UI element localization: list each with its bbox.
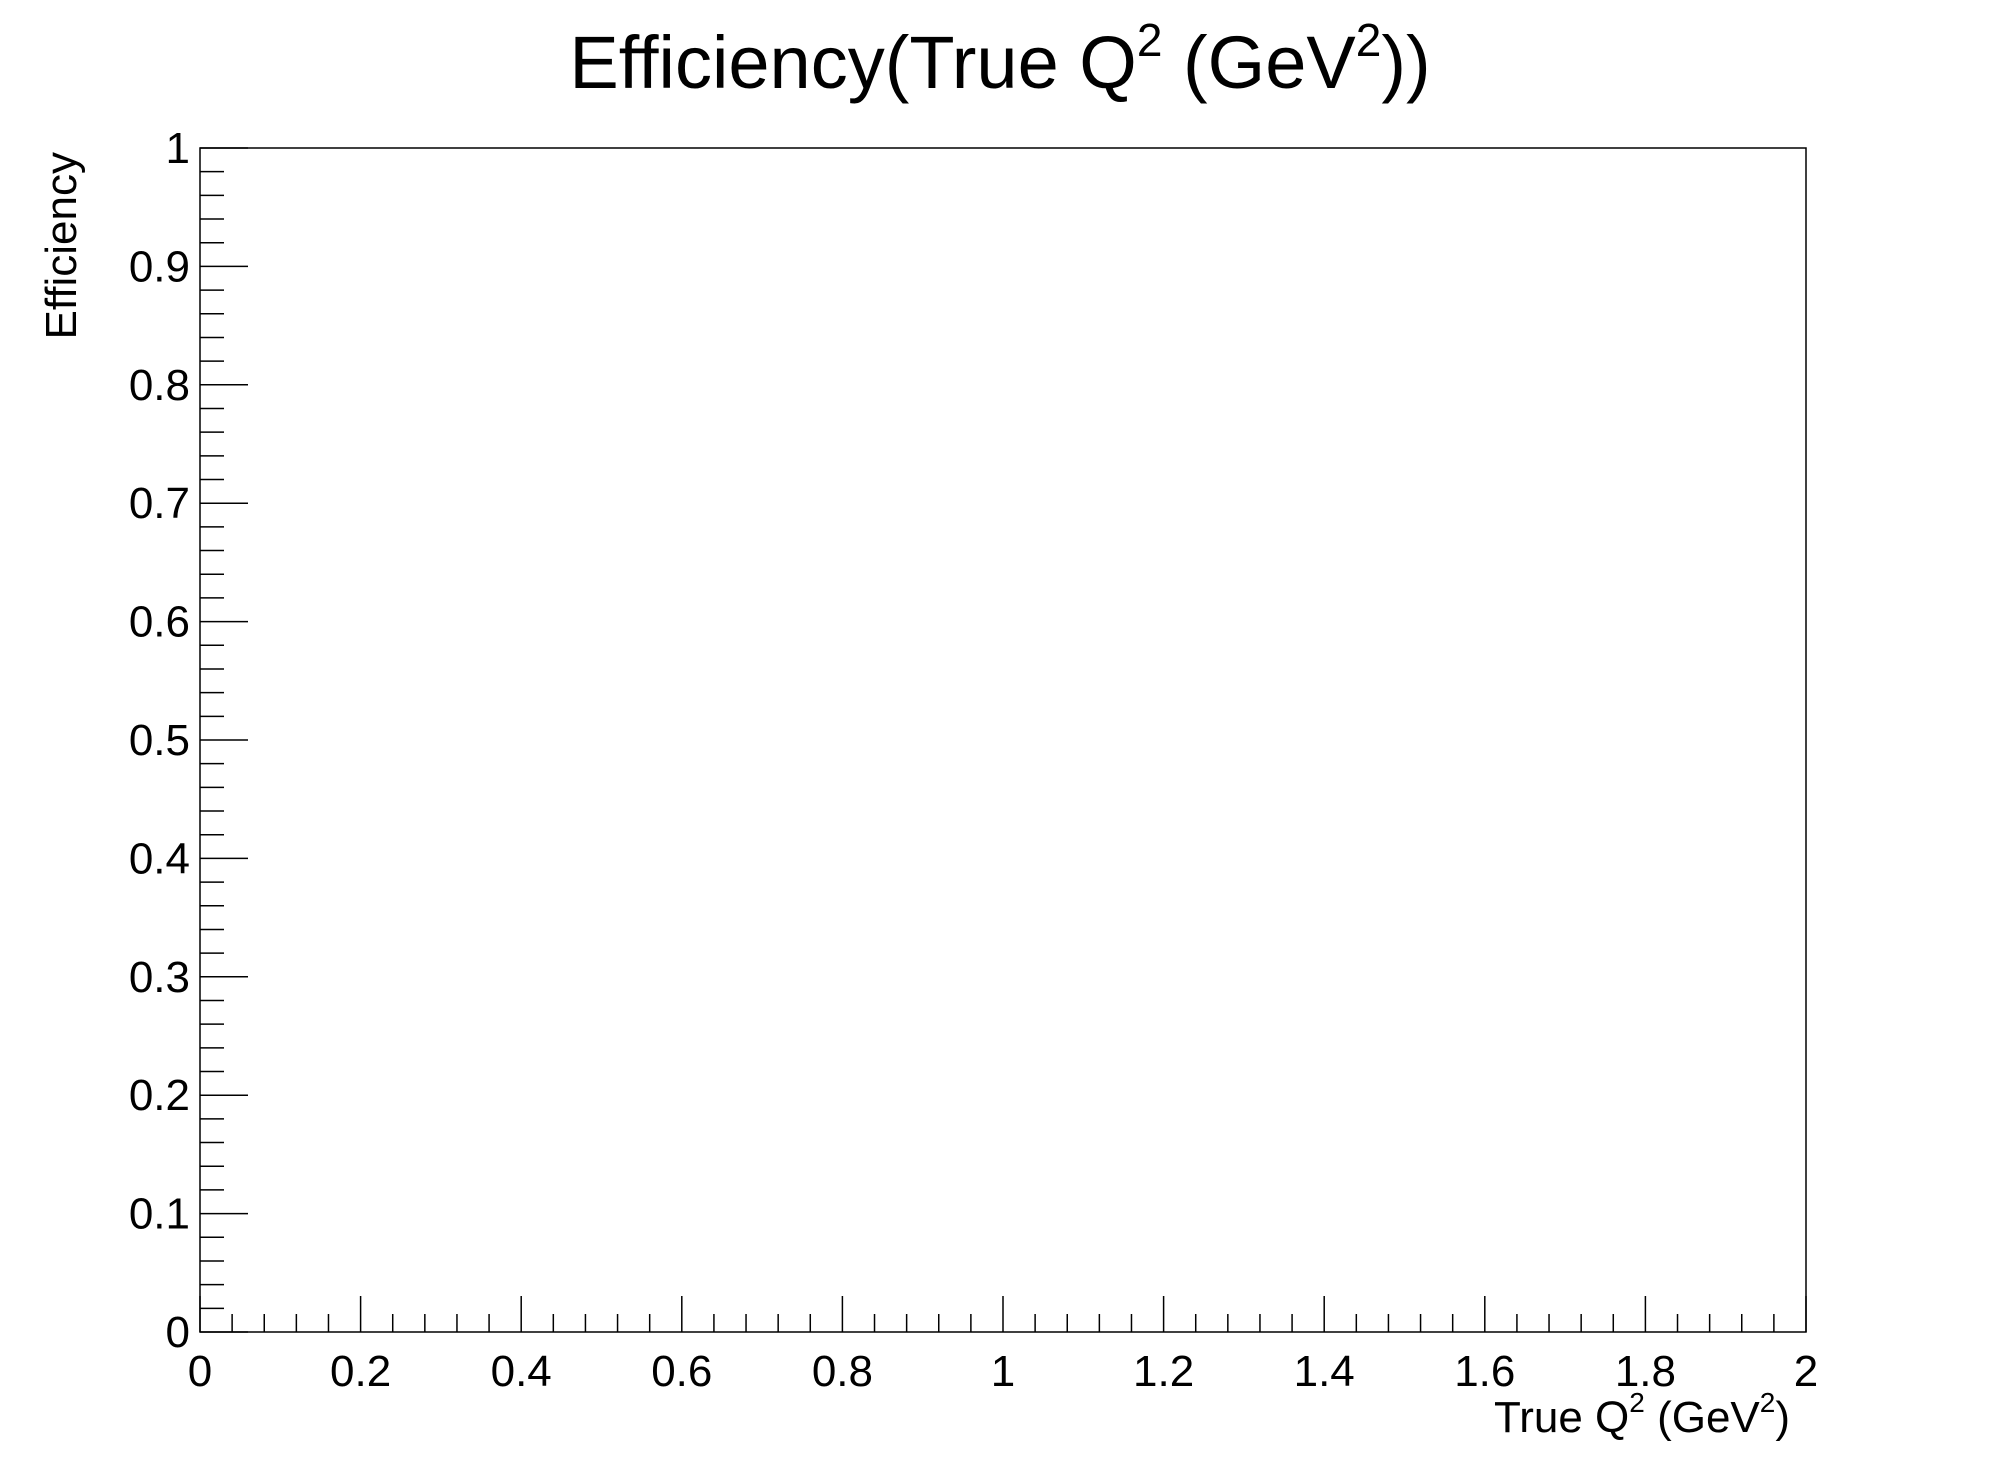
x-tick-label: 0 [188,1347,212,1396]
y-tick-label: 0.2 [129,1071,190,1120]
y-tick-label: 1 [166,124,190,173]
axis-ticks [199,147,1807,1333]
x-tick-label: 1 [991,1347,1015,1396]
x-tick-label: 1.6 [1454,1347,1515,1396]
y-tick-label: 0.7 [129,479,190,528]
y-tick-label: 0.8 [129,361,190,410]
x-tick-label: 0.8 [812,1347,873,1396]
chart-title: Efficiency(True Q2 (GeV2)) [569,14,1430,104]
x-tick-label: 1.4 [1294,1347,1355,1396]
x-tick-label: 0.4 [491,1347,552,1396]
x-tick-label: 2 [1794,1347,1818,1396]
y-tick-label: 0.6 [129,598,190,647]
y-axis-label: Efficiency [37,152,86,340]
y-tick-label: 0.3 [129,953,190,1002]
y-tick-label: 0.1 [129,1190,190,1239]
plot-frame [199,147,1807,1333]
x-tick-label: 1.2 [1133,1347,1194,1396]
tick-labels: 0 0.2 0.4 0.6 0.8 1 1.2 1.4 1.6 1.8 2 0 0.1 0.2 0.3 0.4… [129,124,1818,1396]
x-tick-label: 1.8 [1615,1347,1676,1396]
x-tick-label: 0.6 [651,1347,712,1396]
x-axis-label: True Q2 (GeV2) [1494,1387,1790,1442]
y-tick-label: 0.9 [129,242,190,291]
y-tick-label: 0.4 [129,834,190,883]
x-tick-label: 0.2 [330,1347,391,1396]
y-tick-label: 0.5 [129,716,190,765]
y-tick-label: 0 [166,1308,190,1357]
